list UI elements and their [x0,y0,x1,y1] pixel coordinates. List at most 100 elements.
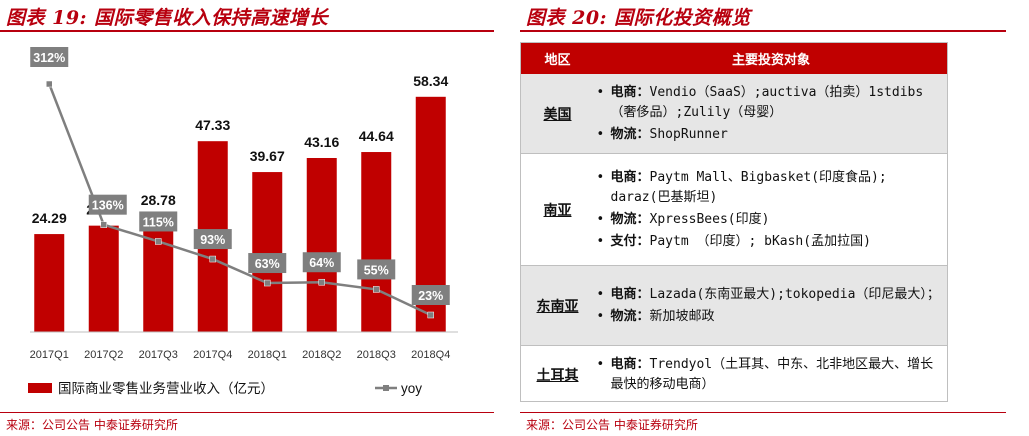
yoy-label: 23% [418,289,443,303]
region-cell: 南亚 [520,153,595,266]
region-cell: 东南亚 [520,265,595,346]
targets-cell: 电商：Trendyol（土耳其、中东、北非地区最大、增长最快的移动电商） [594,345,948,404]
title-rule [0,30,494,32]
yoy-label-box [248,253,287,274]
yoy-label: 93% [200,233,225,247]
list-item: 电商：Lazada(东南亚最大);tokopedia（印尼最大）； [597,285,942,305]
chart-title: 图表 19: 国际零售收入保持高速增长 [6,7,329,29]
item-text: Paytm Mall、Bigbasket(印度食品); daraz(巴基斯坦) [610,169,887,205]
source-note: 来源：公司公告 中泰证券研究所 [6,418,178,432]
yoy-label: 64% [309,256,334,270]
x-tick-label: 2018Q2 [302,349,341,361]
targets-cell: 电商：Lazada(东南亚最大);tokopedia（印尼最大）；物流：新加坡邮… [594,265,948,346]
bar-2018Q1 [252,172,283,332]
x-tick-label: 2018Q1 [248,349,287,361]
legend-bar-swatch [28,383,52,393]
bar-value-label: 58.34 [413,73,448,89]
targets-cell: 电商：Paytm Mall、Bigbasket(印度食品); daraz(巴基斯… [594,153,948,266]
yoy-line [48,83,432,317]
yoy-label: 115% [143,215,174,229]
footer-rule [520,412,1006,413]
yoy-point [318,278,325,286]
yoy-label-box [302,252,341,273]
revenue-chart: 24.292017Q126.382017Q228.782017Q347.3320… [28,47,458,396]
legend-line-label: yoy [401,381,422,396]
item-text: XpressBees(印度) [649,211,770,227]
yoy-point [209,255,216,263]
investment-table: 地区 主要投资对象 美国电商：Vendio（SaaS）;auctiva（拍卖）1… [520,43,948,404]
bar-value-label: 47.33 [195,117,230,133]
yoy-label: 63% [255,257,280,271]
bar-value-label: 39.67 [250,148,285,164]
item-category: 电商： [610,356,650,372]
yoy-point [373,286,380,293]
yoy-label-box [193,229,232,250]
item-category: 物流： [610,126,650,142]
region-cell: 美国 [520,73,595,154]
item-text: Vendio（SaaS）;auctiva（拍卖）1stdibs（奢侈品）;Zul… [610,84,924,120]
yoy-point [427,311,434,319]
bar-2018Q3 [361,152,392,332]
item-text: Trendyol（土耳其、中东、北非地区最大、增长最快的移动电商） [610,356,934,392]
x-tick-label: 2017Q2 [84,349,123,361]
header-region: 地区 [520,43,595,74]
x-tick-label: 2017Q4 [193,349,232,361]
list-item: 电商：Trendyol（土耳其、中东、北非地区最大、增长最快的移动电商） [597,355,942,395]
list-item: 电商：Vendio（SaaS）;auctiva（拍卖）1stdibs（奢侈品）;… [597,83,942,123]
yoy-label-box [139,211,178,232]
targets-cell: 电商：Vendio（SaaS）;auctiva（拍卖）1stdibs（奢侈品）;… [594,73,948,154]
list-item: 支付：Paytm （印度）; bKash(孟加拉国) [597,232,942,252]
table-row: 土耳其电商：Trendyol（土耳其、中东、北非地区最大、增长最快的移动电商） [520,345,948,404]
yoy-point [100,221,107,228]
x-tick-label: 2018Q4 [411,349,450,361]
bar-value-label: 43.16 [304,134,339,150]
bar-value-label: 24.29 [32,210,67,226]
item-text: Paytm （印度）; bKash(孟加拉国) [649,233,871,249]
table-header-row: 地区 主要投资对象 [520,43,948,74]
table-row: 美国电商：Vendio（SaaS）;auctiva（拍卖）1stdibs（奢侈品… [520,73,948,154]
yoy-label-box [357,259,396,280]
list-item: 物流：新加坡邮政 [597,307,942,327]
item-category: 物流： [610,308,650,324]
item-text: ShopRunner [649,126,728,142]
bar-value-label: 28.78 [141,192,176,208]
yoy-point [155,238,162,245]
bar-2017Q3 [143,215,174,332]
item-text: 新加坡邮政 [649,308,715,324]
yoy-label: 136% [92,199,124,213]
title-rule [520,30,1006,32]
item-category: 支付： [610,233,650,249]
list-item: 电商：Paytm Mall、Bigbasket(印度食品); daraz(巴基斯… [597,168,942,208]
yoy-label: 312% [33,51,65,65]
item-text: Lazada(东南亚最大);tokopedia（印尼最大）； [649,286,940,302]
yoy-label-box [30,47,69,67]
yoy-point [264,279,271,287]
legend-line-marker [383,385,389,391]
item-category: 物流： [610,211,650,227]
right-panel: 图表 20: 国际化投资概览 地区 主要投资对象 美国电商：Vendio（Saa… [520,0,1029,436]
yoy-label-box [411,285,450,305]
x-tick-label: 2018Q3 [357,349,396,361]
footer-rule [0,412,494,413]
source-note: 来源：公司公告 中泰证券研究所 [526,418,698,432]
x-tick-label: 2017Q1 [30,349,69,361]
list-item: 物流：XpressBees(印度) [597,210,942,230]
item-category: 电商： [610,169,650,185]
bar-value-label: 44.64 [359,128,394,144]
left-panel: 图表 19: 国际零售收入保持高速增长 24.292017Q126.382017… [0,0,500,436]
x-tick-label: 2017Q3 [139,349,178,361]
item-category: 电商： [610,286,650,302]
header-targets: 主要投资对象 [594,43,948,74]
table-row: 东南亚电商：Lazada(东南亚最大);tokopedia（印尼最大）；物流：新… [520,265,948,346]
list-item: 物流：ShopRunner [597,125,942,145]
legend-bar-label: 国际商业零售业务营业收入（亿元） [58,381,274,396]
table-row: 南亚电商：Paytm Mall、Bigbasket(印度食品); daraz(巴… [520,153,948,266]
yoy-label-box [88,194,127,215]
bar-2017Q2 [88,225,119,332]
yoy-label: 55% [364,263,389,277]
yoy-point [46,80,53,88]
bar-2017Q1 [34,234,65,332]
region-cell: 土耳其 [520,345,595,404]
item-category: 电商： [610,84,650,100]
table-title: 图表 20: 国际化投资概览 [526,7,751,29]
